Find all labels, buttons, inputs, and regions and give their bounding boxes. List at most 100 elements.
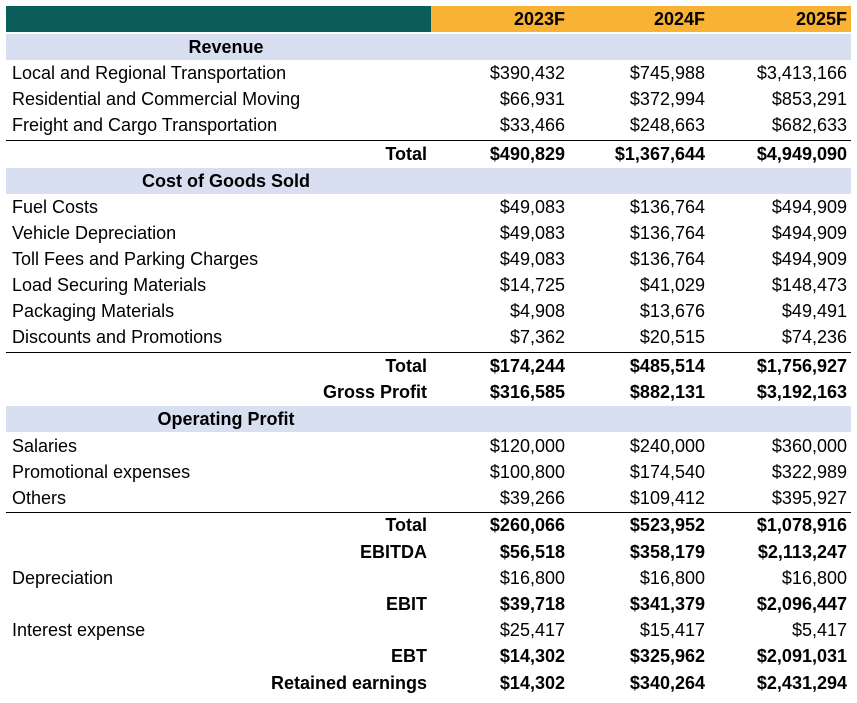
cell-2023: $390,432 [489,63,565,83]
table-row: Freight and Cargo Transportation $33,466… [6,112,851,138]
cell-2023: $260,066 [489,515,565,535]
cell-2023: $120,000 [489,436,565,456]
cell-2024: $340,264 [629,673,705,693]
cell-2023: $14,302 [499,646,565,666]
row-label: Promotional expenses [12,462,191,482]
column-header-2024: 2024F [569,6,709,32]
cell-2023: $56,518 [499,542,565,562]
row-label: EBT [391,646,427,666]
cell-2024: $15,417 [639,620,705,640]
ebt-row: EBT $14,302 $325,962 $2,091,031 [6,643,851,669]
cell-2023: $49,083 [499,197,565,217]
section-header-revenue: Revenue [6,34,851,60]
section-title-operating-profit: Operating Profit [157,409,295,429]
cell-2024: $485,514 [629,356,705,376]
cell-2024: $240,000 [629,436,705,456]
gross-profit-row: Gross Profit $316,585 $882,131 $3,192,16… [6,379,851,405]
row-label: Packaging Materials [12,301,175,321]
row-label: Interest expense [12,620,146,640]
cell-2024: $523,952 [629,515,705,535]
cell-2025: $16,800 [781,568,847,588]
header-corner [6,6,431,32]
column-header-2025: 2025F [709,6,851,32]
cell-2025: $2,091,031 [756,646,847,666]
row-label: Toll Fees and Parking Charges [12,249,259,269]
row-label: Fuel Costs [12,197,99,217]
section-header-operating-profit: Operating Profit [6,406,851,432]
cell-2023: $39,266 [499,488,565,508]
row-label: EBITDA [360,542,427,562]
table-row: Load Securing Materials $14,725 $41,029 … [6,272,851,298]
table-row: Local and Regional Transportation $390,4… [6,60,851,86]
cell-2024: $248,663 [629,115,705,135]
cell-2025: $5,417 [791,620,847,640]
cell-2023: $49,083 [499,223,565,243]
cell-2025: $682,633 [771,115,847,135]
cell-2025: $853,291 [771,89,847,109]
cell-2025: $494,909 [771,249,847,269]
cell-2024: $136,764 [629,197,705,217]
retained-earnings-row: Retained earnings $14,302 $340,264 $2,43… [6,670,851,696]
row-label: Local and Regional Transportation [12,63,287,83]
table-row: Vehicle Depreciation $49,083 $136,764 $4… [6,220,851,246]
section-title-cogs: Cost of Goods Sold [142,171,310,191]
table-row: Fuel Costs $49,083 $136,764 $494,909 [6,194,851,220]
cell-2025: $49,491 [781,301,847,321]
total-divider [6,512,851,513]
cell-2023: $316,585 [489,382,565,402]
cell-2024: $174,540 [629,462,705,482]
row-label: Total [385,515,427,535]
cell-2025: $2,113,247 [757,542,847,562]
row-label: Vehicle Depreciation [12,223,177,243]
cell-2024: $1,367,644 [614,144,705,164]
cell-2023: $66,931 [499,89,565,109]
table-row: Residential and Commercial Moving $66,93… [6,86,851,112]
table-row: Packaging Materials $4,908 $13,676 $49,4… [6,298,851,324]
cell-2024: $136,764 [629,249,705,269]
depreciation-row: Depreciation $16,800 $16,800 $16,800 [6,565,851,591]
cell-2025: $494,909 [771,197,847,217]
cell-2023: $7,362 [509,327,565,347]
table-row: Salaries $120,000 $240,000 $360,000 [6,433,851,459]
revenue-total-row: Total $490,829 $1,367,644 $4,949,090 [6,141,851,167]
cell-2025: $4,949,090 [756,144,847,164]
row-label: Total [385,144,427,164]
cell-2025: $360,000 [771,436,847,456]
cell-2024: $109,412 [629,488,705,508]
ebitda-row: EBITDA $56,518 $358,179 $2,113,247 [6,539,851,565]
cell-2024: $325,962 [629,646,705,666]
cell-2025: $1,078,916 [756,515,847,535]
row-label: EBIT [385,594,427,614]
cell-2023: $39,718 [499,594,565,614]
cell-2025: $395,927 [771,488,847,508]
row-label: Freight and Cargo Transportation [12,115,278,135]
row-label: Salaries [12,436,78,456]
table-row: Toll Fees and Parking Charges $49,083 $1… [6,246,851,272]
table-row: Promotional expenses $100,800 $174,540 $… [6,459,851,485]
cogs-total-row: Total $174,244 $485,514 $1,756,927 [6,353,851,379]
cell-2025: $74,236 [781,327,847,347]
cell-2023: $490,829 [489,144,565,164]
table-row: Discounts and Promotions $7,362 $20,515 … [6,324,851,350]
cell-2024: $358,179 [629,542,705,562]
row-label: Retained earnings [270,673,427,693]
row-label: Depreciation [12,568,114,588]
cell-2023: $174,244 [489,356,565,376]
cell-2024: $882,131 [629,382,705,402]
column-header-row: 2023F 2024F 2025F [6,6,851,32]
total-divider [6,140,851,141]
cell-2024: $372,994 [629,89,705,109]
row-label: Total [385,356,427,376]
cell-2023: $16,800 [499,568,565,588]
opex-total-row: Total $260,066 $523,952 $1,078,916 [6,512,851,538]
column-header-2023: 2023F [431,6,569,32]
cell-2023: $100,800 [489,462,565,482]
cell-2025: $494,909 [771,223,847,243]
section-title-revenue: Revenue [188,37,264,57]
cell-2023: $33,466 [499,115,565,135]
cell-2023: $14,302 [499,673,565,693]
section-header-cogs: Cost of Goods Sold [6,168,851,194]
cell-2025: $3,192,163 [756,382,847,402]
cell-2024: $136,764 [629,223,705,243]
